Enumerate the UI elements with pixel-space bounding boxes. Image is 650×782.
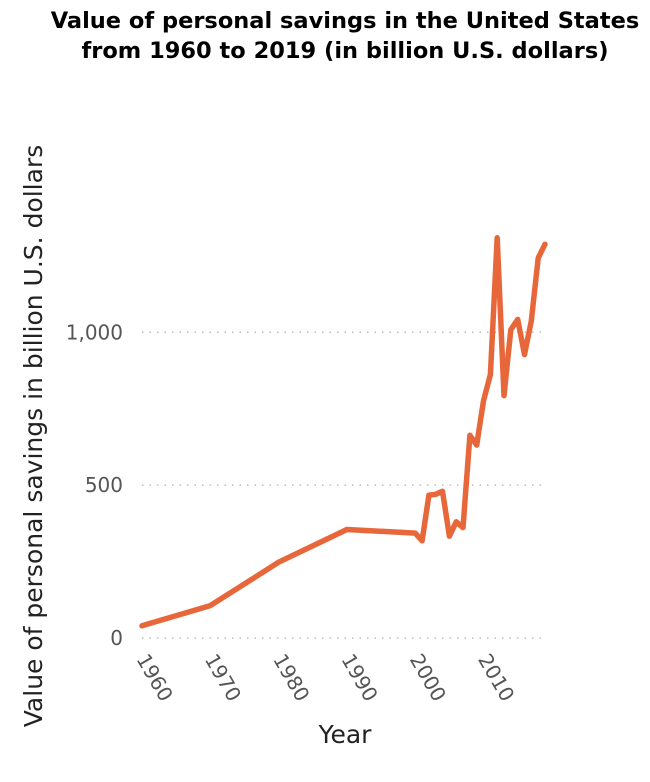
x-axis-label: Year [318,720,373,749]
y-axis-label: Value of personal savings in billion U.S… [19,145,48,727]
x-axis-ticks: 1960 1970 1980 1990 2000 2010 [132,650,520,706]
x-tick-label: 1960 [132,650,178,706]
y-axis-ticks: 0 500 1,000 [66,320,123,650]
series-line [139,235,548,629]
x-tick-label: 2000 [405,650,451,706]
gridlines [142,331,545,639]
chart-title: Value of personal savings in the United … [50,8,640,64]
y-tick-label: 500 [85,473,123,497]
y-tick-label: 0 [110,626,123,650]
x-tick-label: 1990 [337,650,383,706]
x-tick-label: 2010 [473,650,519,706]
y-tick-label: 1,000 [66,320,123,344]
x-tick-label: 1970 [200,650,246,706]
x-tick-label: 1980 [268,650,314,706]
